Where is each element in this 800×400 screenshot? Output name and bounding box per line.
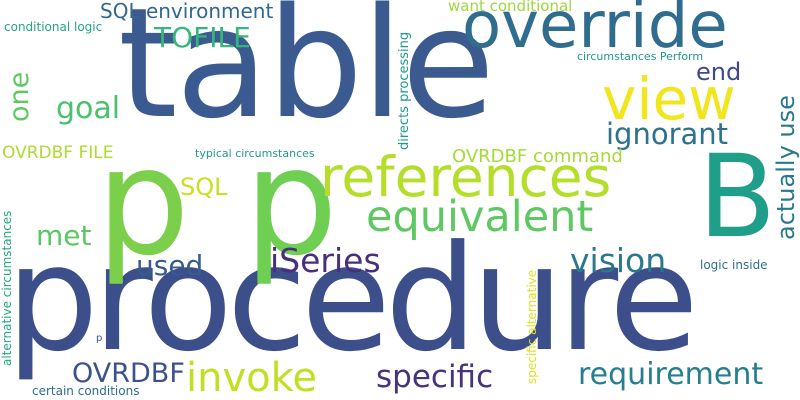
word-certain-conditions: certain conditions [32,384,140,398]
word-invoke: invoke [186,355,317,400]
word-p: p [244,116,338,288]
word-end: end [696,58,742,86]
word-override: override [462,0,728,63]
word-ignorant: ignorant [606,117,729,151]
word-references: references [320,145,612,209]
word-view: view [602,65,736,133]
word-SQL-environment: SQL environment [100,0,274,23]
word-specific: specific [376,359,494,395]
word-directs-processing: directs processing [397,31,412,150]
word-SQL: SQL [180,173,228,201]
word-OVRDBF-command: OVRDBF command [452,146,623,167]
word-table: table [118,0,495,152]
word-iSeries: iSeries [270,241,381,280]
word-alternative-circumstances: alternative circumstances [0,210,14,366]
word-vision: vision [570,241,667,280]
word-met: met [36,219,92,252]
word-B: B [698,130,777,263]
word-one: one [4,71,35,122]
word-logic-inside: logic inside [700,258,768,272]
word-specific-alternative: specific alternative [525,269,539,384]
word-want-conditional: want conditional [448,0,573,15]
word-p-small: p [96,333,103,344]
word-actually-use: actually use [772,95,800,240]
word-typical-circumstances: typical circumstances [195,147,315,160]
word-OVRDBF: OVRDBF [72,358,185,389]
word-p: p [96,116,190,288]
word-OVRDBF-FILE: OVRDBF FILE [2,143,114,163]
word-used: used [136,249,204,282]
word-requirement: requirement [578,357,764,392]
word-TOFILE: TOFILE [154,21,251,54]
word-goal: goal [56,91,121,126]
word-equivalent: equivalent [366,192,594,242]
word-circumstances-Perform: circumstances Perform [577,50,704,63]
word-procedure: procedure [6,214,699,384]
word-conditional-logic: conditional logic [4,20,103,34]
